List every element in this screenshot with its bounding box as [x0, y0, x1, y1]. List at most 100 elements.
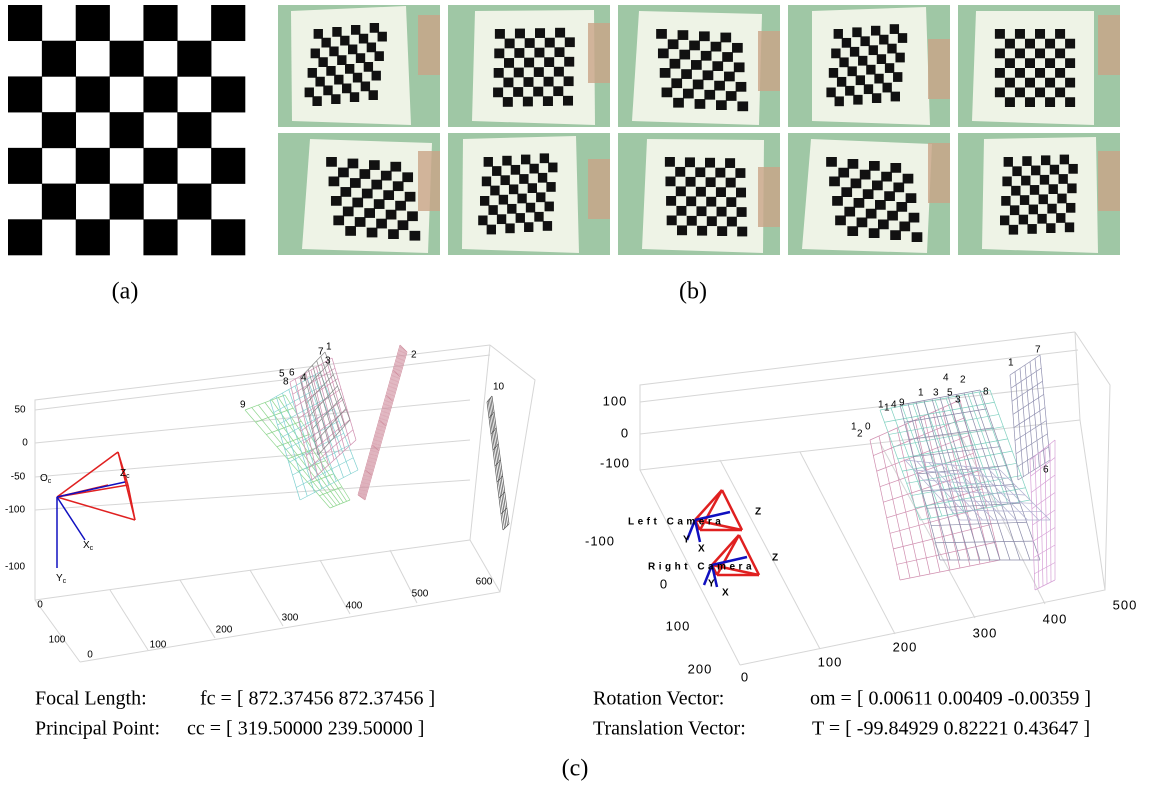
board-square [866, 209, 877, 219]
board-square [378, 32, 387, 42]
board-square [545, 38, 555, 48]
mesh-line [927, 503, 1020, 508]
board-square [546, 182, 555, 192]
mesh-line [900, 390, 980, 405]
board-square [724, 72, 735, 82]
board-square [359, 169, 370, 179]
checker-square [143, 5, 177, 41]
board-square [1019, 215, 1028, 225]
board-square [505, 39, 515, 49]
axis-subscript: c [48, 478, 52, 485]
board-square [1055, 88, 1065, 98]
tick-label: 100 [666, 618, 691, 633]
board-square [338, 168, 349, 178]
board-square [540, 153, 549, 163]
board-square [533, 87, 543, 97]
checker-square [110, 41, 144, 77]
board-square [509, 184, 518, 194]
board-square [507, 204, 516, 214]
board-square [554, 47, 564, 57]
board-square [1049, 184, 1058, 194]
tick-label: 100 [49, 635, 66, 646]
info-label: Translation Vector: [593, 718, 746, 740]
info-label: Principal Point: [35, 718, 160, 740]
board-square [371, 180, 382, 190]
board-square [909, 213, 920, 223]
board-square [345, 64, 354, 74]
board-square [1020, 195, 1029, 205]
photo [618, 133, 780, 255]
board-square [1025, 58, 1035, 68]
board-square [340, 187, 351, 197]
board-square [478, 216, 487, 226]
board-square [722, 52, 733, 62]
board-square [1005, 78, 1015, 88]
checker-square [110, 112, 144, 148]
board-square [1021, 176, 1030, 186]
board-square [1025, 39, 1035, 49]
board-square [856, 75, 865, 85]
board-square [697, 226, 707, 236]
tick-label: -100 [5, 562, 25, 573]
info-value: fc = [ 872.37456 872.37456 ] [200, 688, 435, 710]
board-square [1039, 194, 1048, 204]
checker-square [211, 5, 245, 41]
board-square [390, 162, 401, 172]
camera-line [57, 497, 135, 520]
board-square [681, 69, 692, 79]
board-square [1065, 58, 1075, 68]
board-square [845, 86, 854, 96]
board-square [1025, 97, 1035, 107]
board-square [717, 226, 727, 236]
board-square [376, 219, 387, 229]
board-square [716, 100, 727, 110]
board-square [370, 23, 379, 33]
photo [448, 133, 610, 255]
board-square [887, 44, 896, 54]
camera-axis-label: Y [683, 535, 690, 546]
board-square [333, 216, 344, 226]
board-square [514, 48, 524, 58]
board-square [687, 216, 697, 226]
board-square [337, 55, 346, 65]
board-square [375, 51, 384, 61]
mesh-line [363, 350, 405, 499]
board-square [678, 30, 689, 40]
board-square [704, 90, 715, 100]
checker-square [8, 148, 42, 184]
info-value: om = [ 0.00611 0.00409 -0.00359 ] [810, 688, 1091, 710]
board-square [671, 78, 682, 88]
board-square [726, 91, 737, 101]
board-square [492, 166, 501, 176]
plane-label: 1 [1008, 358, 1014, 369]
board-square [528, 183, 537, 193]
checker-square [42, 184, 76, 220]
tick-label: 0 [621, 425, 629, 440]
board-square [869, 45, 878, 55]
board-square [1005, 97, 1015, 107]
board-square [699, 31, 710, 41]
board-square [1055, 68, 1065, 78]
tick-label: 100 [150, 640, 167, 651]
board [472, 10, 595, 125]
photo [788, 5, 950, 127]
mesh-line [362, 349, 404, 498]
mesh-line [960, 400, 1000, 560]
board-square [499, 195, 508, 205]
board-square [544, 57, 554, 67]
board-square [872, 93, 881, 103]
board-square [686, 196, 696, 206]
board-square [829, 68, 838, 78]
board-square [834, 29, 843, 39]
board-square [1065, 78, 1075, 88]
checker-square [177, 184, 211, 220]
board-square [1056, 213, 1065, 223]
board-square [521, 155, 530, 165]
board-square [342, 84, 351, 94]
board-square [529, 164, 538, 174]
board-square [480, 196, 489, 206]
mesh-line [1034, 563, 1055, 574]
board-square [1035, 88, 1045, 98]
board-square [887, 211, 898, 221]
board-square [497, 214, 506, 224]
